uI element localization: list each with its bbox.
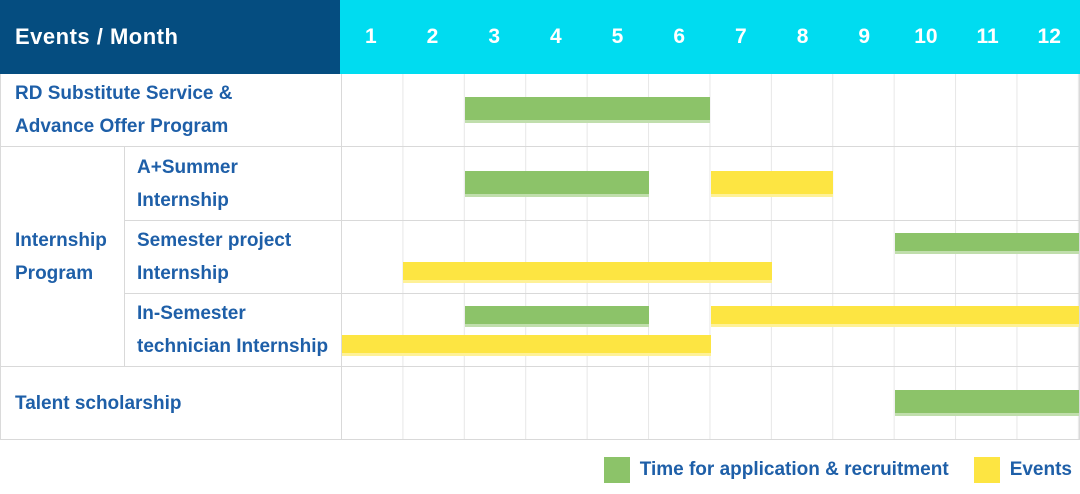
- month-header-9: 9: [858, 25, 871, 48]
- legend-item-application-recruitment: Time for application & recruitment: [603, 457, 949, 483]
- timeline-a-plus-summer: [341, 147, 1079, 221]
- table-header-row: Events / Month 1 2 3 4 5 6 7 8 9 10 11 12: [0, 0, 1080, 74]
- timeline-talent-scholarship: [341, 367, 1079, 440]
- month-header-8: 8: [796, 25, 809, 48]
- month-header-1: 1: [364, 25, 377, 48]
- row-label-cell-a-plus-summer: A+Summer Internship: [124, 147, 341, 221]
- gantt-bar-a-plus-summer-internship-yellow-m7-m8: [710, 170, 834, 197]
- month-header-10: 10: [914, 25, 938, 48]
- yellow-swatch-icon: [973, 457, 1000, 483]
- gantt-bar-semester-project-internship-green-m10-m12: [894, 233, 1079, 254]
- month-header-4: 4: [550, 25, 562, 48]
- group-cell-internship-program: Internship Program: [1, 147, 124, 367]
- gantt-bar-talent-scholarship-green-m10-m12: [894, 390, 1079, 416]
- month-header-3: 3: [488, 25, 501, 48]
- group-label: Internship Program: [15, 229, 107, 284]
- green-swatch-icon: [603, 457, 630, 483]
- gantt-bar-a-plus-summer-internship-green-m3-m5: [464, 170, 650, 197]
- legend-label: Events: [1009, 459, 1072, 480]
- month-header-6: 6: [673, 25, 686, 48]
- month-header-5: 5: [611, 25, 624, 48]
- gantt-bar-in-semester-technician-internship-yellow-m7-m12: [710, 306, 1079, 327]
- gantt-bar-in-semester-technician-internship-yellow-m1-m6: [342, 335, 711, 356]
- row-label-cell-in-semester-technician: In-Semester technician Internship: [124, 294, 341, 367]
- timeline-rd-substitute: [341, 74, 1079, 147]
- events-month-header-cell: Events / Month: [0, 0, 340, 74]
- gantt-bar-rd-substitute-green-m3-m6: [464, 97, 711, 123]
- row-label: Talent scholarship: [15, 392, 182, 414]
- month-header-2: 2: [426, 25, 439, 48]
- legend-label: Time for application & recruitment: [639, 459, 949, 480]
- timeline-semester-project: [341, 221, 1079, 294]
- month-header-row: 1 2 3 4 5 6 7 8 9 10 11 12: [340, 0, 1080, 74]
- table-body: RD Substitute Service & Advance Offer Pr…: [0, 74, 1080, 440]
- row-label: A+Summer Internship: [137, 156, 238, 211]
- row-label: RD Substitute Service & Advance Offer Pr…: [15, 83, 233, 137]
- legend-item-events: Events: [973, 457, 1072, 483]
- row-label: In-Semester technician Internship: [137, 303, 329, 357]
- gantt-bar-in-semester-technician-internship-green-m3-m5: [464, 306, 650, 327]
- row-label-cell-talent-scholarship: Talent scholarship: [1, 367, 341, 440]
- row-label: Semester project Internship: [137, 230, 292, 284]
- gantt-bar-semester-project-internship-yellow-m2-m7: [403, 262, 772, 283]
- table-title: Events / Month: [15, 24, 179, 49]
- month-header-12: 12: [1037, 25, 1061, 48]
- month-header-11: 11: [976, 25, 999, 48]
- month-header-7: 7: [735, 25, 747, 48]
- row-label-cell-semester-project: Semester project Internship: [124, 221, 341, 294]
- row-label-cell-rd-substitute: RD Substitute Service & Advance Offer Pr…: [1, 74, 341, 147]
- legend: Time for application & recruitment Event…: [0, 440, 1080, 494]
- timeline-in-semester-technician: [341, 294, 1079, 367]
